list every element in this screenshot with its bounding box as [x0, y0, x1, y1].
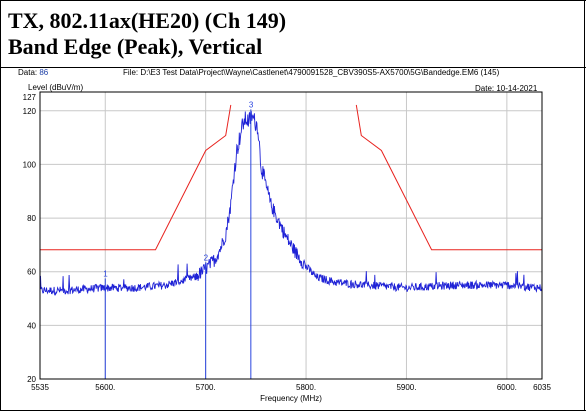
y-tick-label: 100	[23, 160, 37, 169]
y-tick-label: 80	[27, 214, 36, 223]
header-divider	[0, 67, 586, 68]
y-top-label: 127	[23, 93, 37, 102]
x-tick-label: 5900.	[396, 383, 416, 392]
x-tick-label: 5535	[31, 383, 49, 392]
x-tick-label: 6000.	[497, 383, 517, 392]
x-tick-label: 5700.	[196, 383, 216, 392]
x-tick-label: 5600.	[95, 383, 115, 392]
x-tick-label: 5800.	[296, 383, 316, 392]
test-subtitle: Band Edge (Peak), Vertical	[8, 34, 263, 59]
data-number: Data: 86	[18, 68, 49, 77]
test-title: TX, 802.11ax(HE20) (Ch 149)	[8, 8, 287, 33]
plot-date: Date: 10-14-2021	[475, 84, 538, 93]
marker-label-1: 1	[103, 269, 108, 278]
spectrum-chart: 1 2 3 20 40 60 80 100 120 127 5535 5600. 5700. 5800.…	[23, 83, 552, 403]
y-tick-label: 60	[27, 268, 36, 277]
y-tick-label: 40	[27, 321, 36, 330]
y-tick-label: 20	[27, 375, 36, 384]
limit-line	[355, 104, 542, 251]
plot-frame	[39, 91, 543, 380]
marker-label-3: 3	[249, 100, 254, 109]
top-border	[0, 0, 586, 1]
y-axis-title: Level (dBuV/m)	[28, 83, 83, 92]
bottom-border	[0, 410, 586, 411]
x-axis-title: Frequency (MHz)	[260, 394, 322, 403]
limit-line	[40, 104, 232, 251]
marker-label-2: 2	[204, 253, 209, 262]
x-tick-label: 6035	[533, 383, 551, 392]
file-path: File: D:\E3 Test Data\Project\Wayne\Cast…	[123, 68, 500, 77]
y-tick-label: 120	[23, 107, 37, 116]
measurement-trace	[39, 111, 543, 296]
